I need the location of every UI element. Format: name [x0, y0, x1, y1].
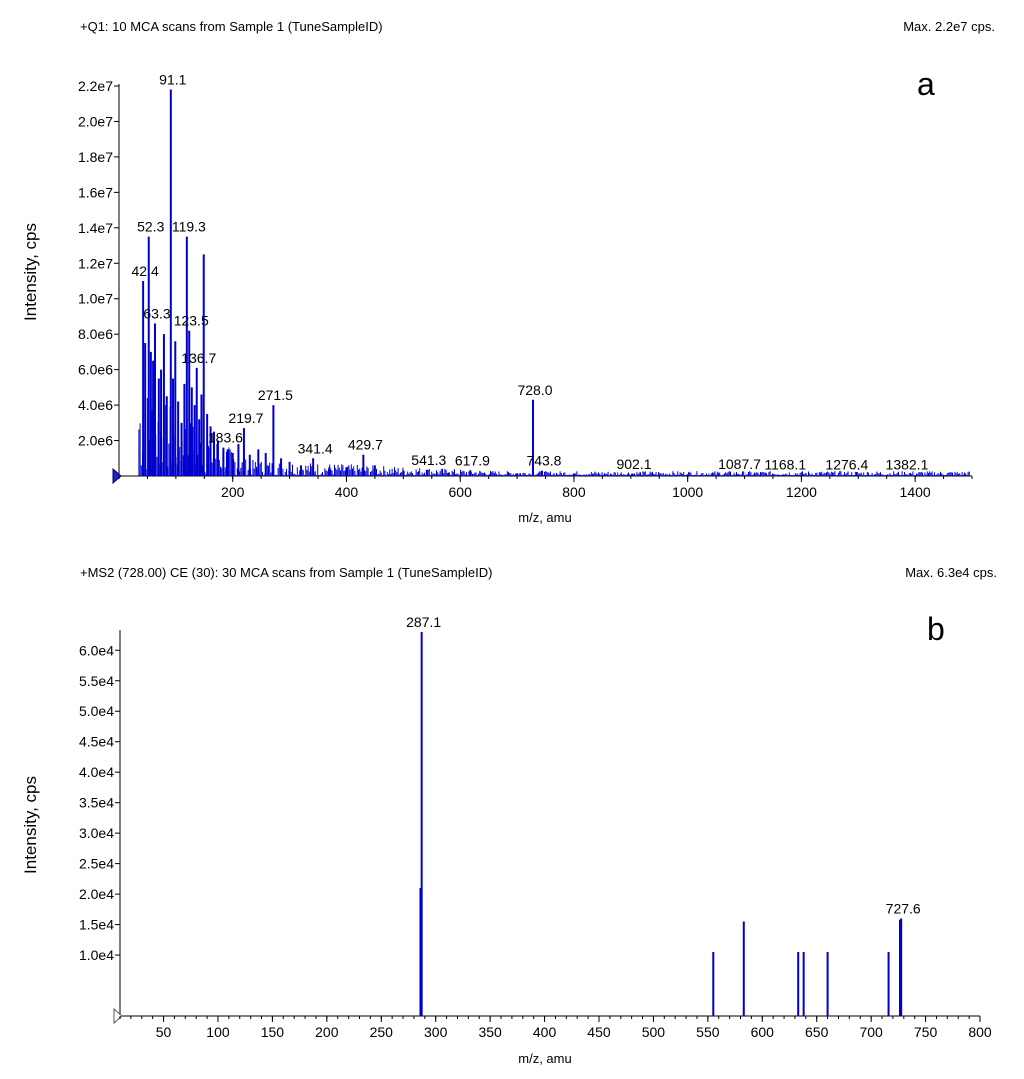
panel-a-x-tick-label: 1400: [900, 484, 931, 500]
panel-a-x-tick-label: 1200: [786, 484, 817, 500]
panel-a-peak-label: 341.4: [298, 440, 333, 456]
panel-a-origin-marker: [112, 467, 122, 485]
panel-b-header-left: +MS2 (728.00) CE (30): 30 MCA scans from…: [80, 565, 492, 580]
panel-a-xlabel: m/z, amu: [518, 510, 571, 525]
panel-b-y-tick-label: 1.5e4: [79, 917, 114, 933]
panel-a-y-tick-label: 8.0e6: [78, 326, 113, 342]
panel-a-peak-label: 728.0: [517, 382, 552, 398]
panel-a-plot: 2.0e6 4.0e6 6.0e6 8.0e6 1.0e7 1.2e7 1.4e7 1.6e7…: [78, 72, 973, 500]
panel-a-peak-label: 541.3: [411, 452, 446, 468]
panel-a-y-tick-label: 1.8e7: [78, 149, 113, 165]
panel-b-x-tick-label: 400: [533, 1024, 557, 1040]
panel-a-peak-label: 1168.1: [764, 456, 806, 472]
panel-b-x-tick-label: 350: [478, 1024, 502, 1040]
panel-a-header-right: Max. 2.2e7 cps.: [903, 19, 995, 34]
panel-a-peak-label: 429.7: [348, 437, 383, 453]
panel-b-y-tick-label: 4.5e4: [79, 734, 114, 750]
panel-a-ylabel: Intensity, cps: [21, 223, 40, 321]
panel-b-x-tick-label: 300: [424, 1024, 448, 1040]
panel-b-x-tick-label: 500: [642, 1024, 666, 1040]
panel-a-letter: a: [917, 66, 935, 102]
panel-a-peak-label: 183.6: [208, 430, 243, 446]
panel-a-peak-label: 1276.4: [825, 456, 868, 472]
panel-a-peak-label: 91.1: [159, 72, 186, 88]
panel-b-peak-label: 287.1: [406, 614, 441, 630]
panel-b-header-right: Max. 6.3e4 cps.: [905, 565, 997, 580]
panel-a-peak-label: 63.3: [143, 306, 170, 322]
panel-b-y-tick-label: 1.0e4: [79, 947, 114, 963]
panel-b-y-tick-label: 3.0e4: [79, 825, 114, 841]
panel-a-peak-label: 219.7: [228, 410, 263, 426]
panel-a-peak-label: 52.3: [137, 219, 164, 235]
panel-b-origin-marker: [113, 1007, 123, 1025]
panel-a-peak-label: 271.5: [258, 387, 293, 403]
panel-b-xlabel: m/z, amu: [518, 1051, 571, 1066]
panel-a: +Q1: 10 MCA scans from Sample 1 (TuneSam…: [21, 19, 995, 525]
panel-b-x-tick-label: 100: [206, 1024, 230, 1040]
panel-a-peak-label: 42.4: [131, 263, 158, 279]
panel-a-peak-label: 119.3: [172, 219, 206, 235]
panel-a-x-tick-label: 400: [335, 484, 359, 500]
panel-b-x-tick-label: 600: [751, 1024, 775, 1040]
panel-b-x-tick-label: 450: [587, 1024, 611, 1040]
panel-b-peak-label: 727.6: [886, 900, 921, 916]
panel-b-y-tick-label: 3.5e4: [79, 795, 114, 811]
panel-a-x-tick-label: 200: [221, 484, 245, 500]
panel-b-y-tick-label: 2.5e4: [79, 856, 114, 872]
panel-a-peak-label: 743.8: [526, 453, 561, 469]
panel-a-peak-label: 902.1: [616, 456, 651, 472]
panel-a-peak-label: 123.5: [174, 313, 209, 329]
panel-b-plot: 1.0e4 1.5e4 2.0e4 2.5e4 3.0e4 3.5e4 4.0e4 4.5e4…: [79, 614, 992, 1040]
panel-a-y-tick-label: 2.0e7: [78, 113, 113, 129]
panel-a-peak-label: 1382.1: [886, 457, 929, 473]
panel-a-peak-label: 136.7: [181, 350, 216, 366]
panel-b: +MS2 (728.00) CE (30): 30 MCA scans from…: [21, 565, 997, 1066]
panel-b-x-tick-label: 250: [370, 1024, 394, 1040]
panel-b-y-tick-label: 4.0e4: [79, 764, 114, 780]
panel-a-y-tick-label: 2.2e7: [78, 78, 113, 94]
panel-a-y-tick-label: 1.4e7: [78, 220, 113, 236]
panel-b-y-tick-label: 6.0e4: [79, 642, 114, 658]
panel-a-x-tick-label: 1000: [672, 484, 703, 500]
panel-a-x-tick-label: 800: [562, 484, 586, 500]
panel-b-y-tick-label: 5.5e4: [79, 673, 114, 689]
panel-b-x-tick-label: 700: [859, 1024, 883, 1040]
panel-a-y-tick-label: 1.6e7: [78, 184, 113, 200]
panel-b-x-tick-label: 200: [315, 1024, 339, 1040]
panel-a-x-tick-label: 600: [449, 484, 473, 500]
panel-a-y-tick-label: 1.0e7: [78, 291, 113, 307]
panel-a-y-tick-label: 2.0e6: [78, 433, 113, 449]
panel-b-x-tick-label: 750: [914, 1024, 938, 1040]
panel-a-y-tick-label: 4.0e6: [78, 397, 113, 413]
panel-b-x-tick-label: 550: [696, 1024, 720, 1040]
panel-a-y-tick-label: 1.2e7: [78, 255, 113, 271]
panel-b-y-tick-label: 5.0e4: [79, 703, 114, 719]
panel-b-ylabel: Intensity, cps: [21, 776, 40, 874]
panel-b-x-tick-label: 150: [261, 1024, 285, 1040]
panel-a-peak-label: 617.9: [455, 453, 490, 469]
panel-b-letter: b: [927, 611, 945, 647]
panel-a-y-tick-label: 6.0e6: [78, 362, 113, 378]
panel-b-x-tick-label: 800: [968, 1024, 992, 1040]
panel-b-x-tick-label: 50: [156, 1024, 172, 1040]
panel-a-peak-label: 1087.7: [718, 456, 761, 472]
panel-a-header-left: +Q1: 10 MCA scans from Sample 1 (TuneSam…: [80, 19, 383, 34]
panel-b-x-tick-label: 650: [805, 1024, 829, 1040]
panel-b-y-tick-label: 2.0e4: [79, 886, 114, 902]
